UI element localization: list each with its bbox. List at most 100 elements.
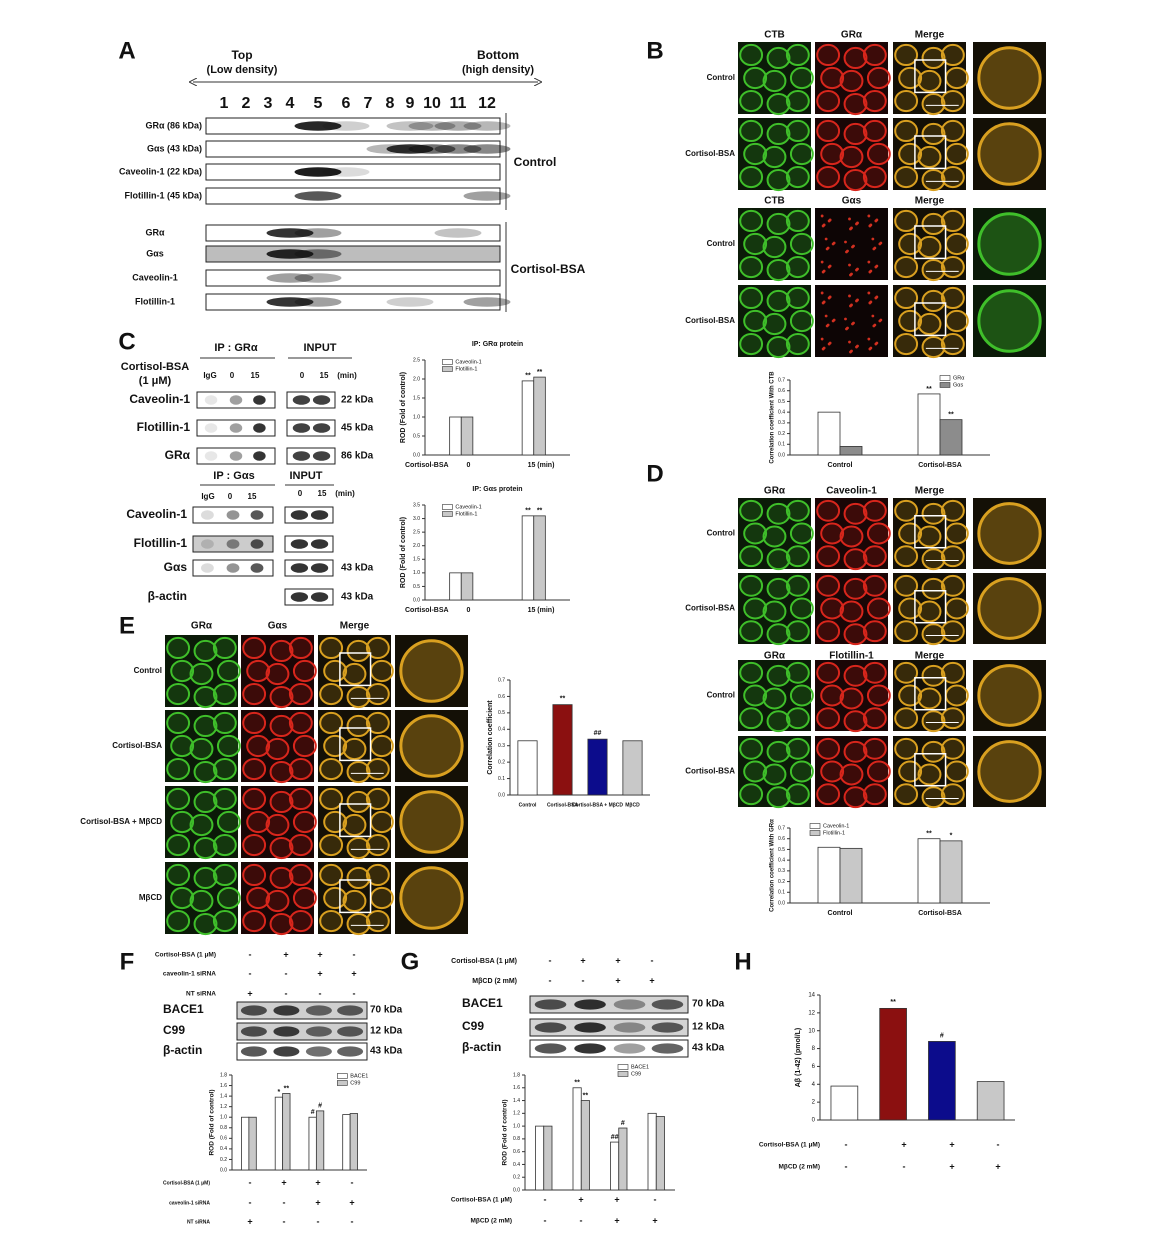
y-tick-label: 0.1 [778, 442, 785, 448]
micrograph-zoom [973, 118, 1046, 190]
cell [166, 909, 191, 933]
cell [166, 863, 191, 887]
puncta [848, 340, 851, 344]
legend-swatch [442, 504, 453, 510]
cell [365, 757, 390, 781]
treatment-sign: - [351, 1177, 354, 1187]
treatment-sign: - [997, 1139, 1000, 1149]
blot [205, 163, 501, 181]
cell [269, 790, 294, 814]
blot-band [534, 999, 567, 1010]
cell [369, 734, 394, 758]
cell [193, 866, 218, 890]
label: C99 [163, 1023, 185, 1037]
label: 12 kDa [692, 1022, 725, 1033]
legend-label: Flotillin-1 [455, 511, 477, 517]
puncta [869, 269, 873, 273]
bar [248, 1116, 257, 1171]
blot-band [305, 1046, 332, 1057]
cell [189, 737, 214, 761]
puncta [867, 214, 871, 218]
row-label: Cortisol-BSA [112, 741, 162, 750]
cell [917, 763, 942, 786]
cell [319, 863, 344, 887]
puncta [879, 241, 883, 245]
cell [739, 209, 764, 233]
cell [894, 89, 919, 113]
cell [944, 142, 969, 166]
cell [743, 760, 768, 783]
cell [862, 661, 887, 684]
cell [766, 335, 791, 359]
label: Caveolin-1 [132, 272, 178, 282]
puncta [873, 246, 877, 250]
treatment-label: Cortisol-BSA (1 μM) [759, 1142, 820, 1149]
cell [319, 833, 344, 857]
cell [365, 833, 390, 857]
blot-band [613, 999, 646, 1010]
cell [894, 286, 919, 310]
blot-band [204, 423, 218, 433]
micrograph [165, 635, 238, 707]
blot-band [201, 539, 214, 549]
blot-band [294, 167, 342, 177]
puncta [848, 217, 851, 221]
micrograph-zoom [973, 736, 1046, 807]
x-tick-label: Control [519, 802, 537, 808]
puncta [828, 218, 832, 222]
cell [921, 46, 946, 70]
chart-title: IP: GRα protein [472, 341, 523, 348]
label: 86 kDa [341, 451, 374, 462]
cell [166, 833, 191, 857]
cell [323, 734, 348, 758]
blot [192, 559, 274, 577]
cell [843, 577, 868, 600]
y-tick-label: 0.0 [413, 452, 420, 458]
cell [762, 235, 787, 259]
treatment-label: caveolin-1 siRNA [163, 971, 216, 978]
cell [269, 866, 294, 890]
cell [766, 577, 791, 600]
bar [939, 840, 963, 904]
treatment-label: Cortisol-BSA (1 μM) [163, 1180, 210, 1186]
y-tick-label: 0.3 [498, 743, 505, 749]
significance: ** [583, 1092, 589, 1099]
legend-swatch [442, 511, 453, 517]
significance: ## [611, 1134, 619, 1141]
label: GRα [145, 227, 165, 237]
cell [193, 836, 218, 860]
treatment-sign: - [549, 975, 552, 985]
cell [216, 659, 241, 683]
column-header: Merge [915, 486, 945, 497]
y-tick-label: 0.0 [498, 792, 505, 798]
cell [246, 886, 271, 910]
cell [342, 737, 367, 761]
treatment-label: Cortisol-BSA (1 μM) [451, 1197, 512, 1204]
blot-band [463, 121, 511, 131]
blot-band [574, 1022, 606, 1033]
micrograph [893, 118, 966, 190]
treatment-sign: + [281, 1177, 286, 1187]
x-tick-label: MβCD [625, 802, 640, 808]
cell [242, 909, 267, 933]
blot-band [201, 563, 214, 573]
cell [170, 734, 195, 758]
blot-band [229, 395, 243, 405]
lane-number: 12 [478, 95, 496, 112]
label: Caveolin-1 [126, 507, 187, 521]
legend-swatch [617, 1064, 629, 1070]
cell [866, 597, 891, 620]
blot-band [310, 539, 329, 549]
bar [315, 1110, 325, 1171]
micrograph [893, 285, 966, 357]
puncta [869, 223, 873, 227]
y-tick-label: 0.7 [778, 825, 785, 831]
blot-band [229, 423, 243, 433]
cell [785, 209, 810, 233]
cell [921, 212, 946, 236]
x-tick-label: Cortisol-BSA [918, 462, 962, 469]
bar [308, 1116, 317, 1171]
y-tick-label: 0.6 [778, 388, 785, 394]
y-tick-label: 1.8 [513, 1072, 520, 1078]
cell [862, 783, 887, 806]
